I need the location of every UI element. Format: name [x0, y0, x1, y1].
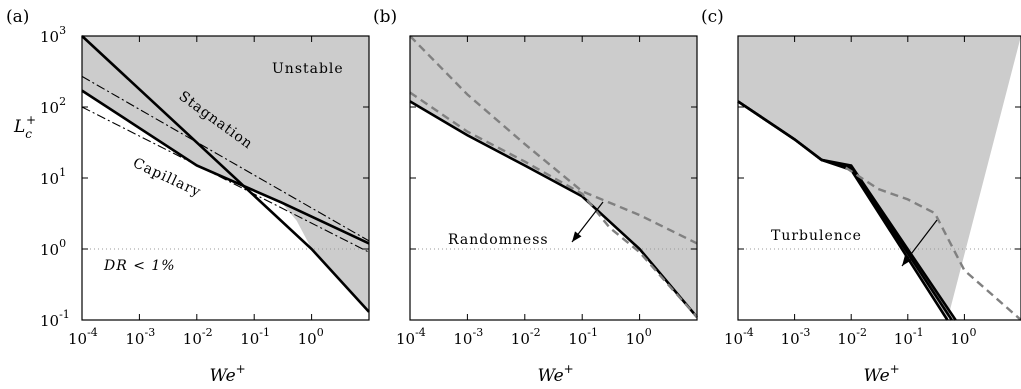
dashed-curve — [845, 166, 1021, 321]
x-tick-label: 10-3 — [781, 326, 811, 348]
dashdot-curve — [81, 106, 370, 253]
panel-label: (b) — [373, 7, 397, 27]
x-tick-label: 10-4 — [68, 326, 98, 348]
unstable-region — [82, 36, 369, 312]
x-tick-label: 10-1 — [894, 326, 924, 348]
dashed-curve — [409, 91, 698, 318]
y-tick-label: 100 — [40, 237, 66, 259]
unstable-region — [410, 36, 697, 318]
solid-curve — [409, 100, 698, 318]
x-tick-label: 100 — [626, 326, 652, 348]
dashdot-curve — [81, 75, 370, 242]
annotation-randomness: Randomness — [448, 232, 549, 248]
dashed-curve — [409, 35, 698, 245]
annotation-unstable: Unstable — [272, 61, 344, 77]
arrow-head — [902, 255, 912, 266]
y-tick-label: 102 — [40, 95, 66, 117]
x-tick-label: 10-4 — [396, 326, 426, 348]
x-tick-label: 100 — [298, 326, 324, 348]
curve-layer — [81, 35, 1021, 321]
solid-curve — [81, 89, 370, 245]
x-tick-label: 10-3 — [453, 326, 483, 348]
y-tick-label: 103 — [40, 24, 66, 46]
unstable-region — [738, 36, 1021, 320]
panel-label: (c) — [701, 7, 724, 27]
arrow-head — [572, 231, 582, 242]
x-tick-label: 10-2 — [837, 326, 867, 348]
axes-layer — [81, 35, 1021, 321]
x-tick-label: 10-2 — [511, 326, 541, 348]
y-tick-label: 101 — [40, 166, 66, 188]
x-axis-label: We+ — [210, 362, 246, 386]
x-tick-label: 100 — [950, 326, 976, 348]
x-tick-label: 10-1 — [240, 326, 270, 348]
annotation-dr: DR < 1% — [103, 258, 176, 274]
x-tick-label: 10-4 — [724, 326, 754, 348]
panel-label: (a) — [6, 7, 29, 27]
x-tick-label: 10-1 — [568, 326, 598, 348]
x-tick-label: 10-3 — [125, 326, 155, 348]
x-tick-label: 10-2 — [183, 326, 213, 348]
solid-curve — [81, 35, 370, 313]
annotation-turbulence: Turbulence — [771, 228, 862, 244]
turbulence-arrow — [901, 219, 938, 267]
randomness-arrow — [571, 201, 604, 243]
y-tick-label: 10-1 — [40, 308, 70, 330]
solid-curve — [737, 100, 957, 321]
y-axis-label: Lc+ — [13, 113, 36, 141]
x-axis-label: We+ — [538, 362, 574, 386]
x-axis-label: We+ — [864, 362, 900, 386]
